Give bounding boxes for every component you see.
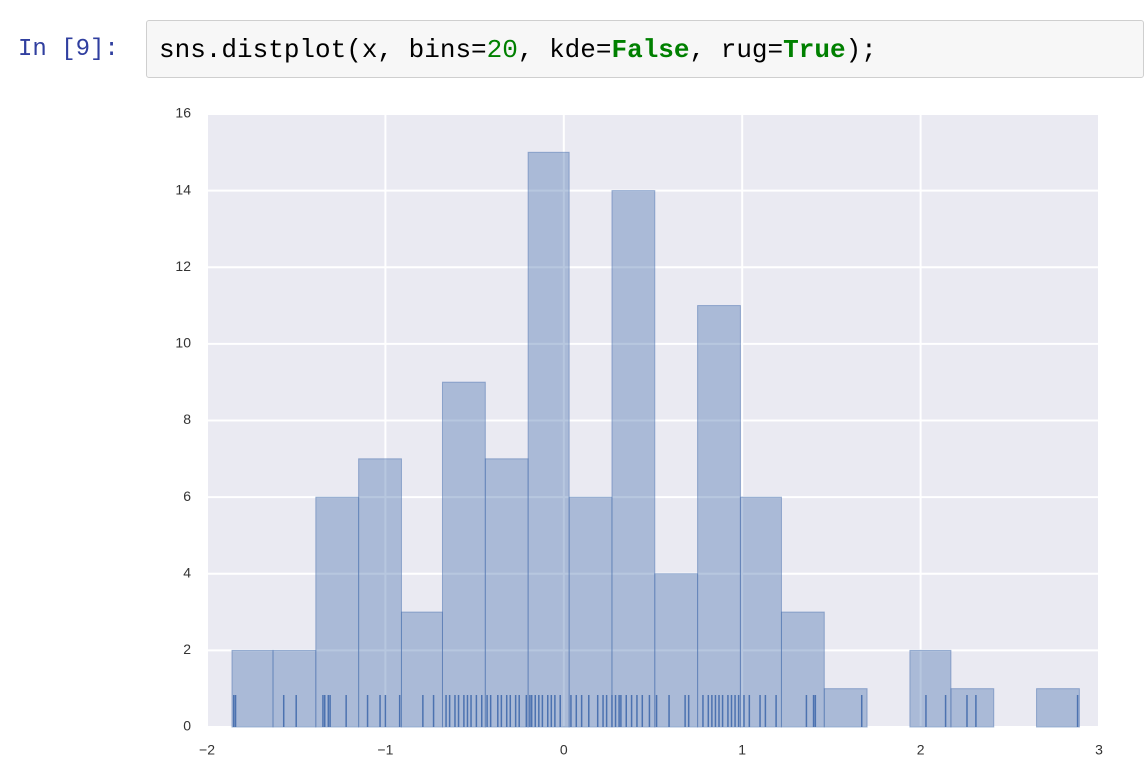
x-tick-label: −2 bbox=[199, 742, 215, 758]
bar bbox=[272, 649, 317, 728]
code-token: True bbox=[783, 35, 846, 65]
bar bbox=[1036, 688, 1080, 728]
bar bbox=[823, 688, 868, 728]
x-tick-label: 0 bbox=[560, 742, 568, 758]
bar bbox=[441, 381, 486, 728]
y-tick-label: 2 bbox=[183, 641, 191, 657]
bar bbox=[358, 458, 402, 728]
code-token: False bbox=[611, 35, 690, 65]
x-tick-label: 3 bbox=[1095, 742, 1103, 758]
code-line: sns.distplot(x, bins=20, kde=False, rug=… bbox=[159, 35, 877, 65]
bar bbox=[950, 688, 995, 728]
y-tick-label: 10 bbox=[175, 335, 191, 351]
bar bbox=[697, 305, 741, 728]
x-tick-label: 1 bbox=[738, 742, 746, 758]
x-tick-label: −1 bbox=[377, 742, 393, 758]
bar bbox=[909, 649, 952, 728]
bar bbox=[568, 496, 613, 728]
code-token: 20 bbox=[486, 35, 518, 65]
bar bbox=[400, 611, 443, 728]
bar bbox=[780, 611, 825, 728]
code-token: , rug= bbox=[689, 35, 784, 65]
cell-prompt: In [9]: bbox=[18, 36, 119, 63]
code-token: sns.distplot(x, bins= bbox=[159, 35, 487, 65]
y-tick-label: 14 bbox=[175, 181, 191, 197]
y-tick-label: 0 bbox=[183, 718, 191, 734]
bar bbox=[611, 190, 656, 728]
bar bbox=[315, 496, 360, 728]
y-tick-label: 8 bbox=[183, 411, 191, 427]
code-token: ); bbox=[845, 35, 877, 65]
y-tick-label: 16 bbox=[175, 105, 191, 121]
code-cell[interactable]: sns.distplot(x, bins=20, kde=False, rug=… bbox=[146, 20, 1144, 78]
y-tick-label: 6 bbox=[183, 488, 191, 504]
bar bbox=[654, 573, 699, 728]
y-tick-label: 12 bbox=[175, 258, 191, 274]
bar bbox=[527, 151, 570, 728]
bar bbox=[231, 649, 274, 728]
code-token: , kde= bbox=[517, 35, 612, 65]
y-tick-label: 4 bbox=[183, 564, 191, 580]
x-tick-label: 2 bbox=[917, 742, 925, 758]
bar bbox=[484, 458, 529, 728]
bar bbox=[739, 496, 782, 728]
